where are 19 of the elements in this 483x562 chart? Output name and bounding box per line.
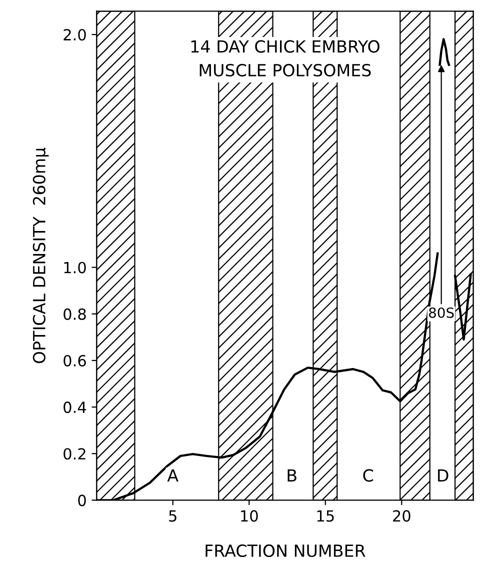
annotation: C <box>363 469 374 482</box>
annotation: 80S <box>429 307 454 318</box>
text: 14 DAY CHICK EMBRYO MUSCLE POLYSOMES <box>191 40 380 76</box>
y-tick-label: 1.0 <box>64 262 86 274</box>
annotation: B <box>288 469 296 482</box>
x-axis-title: FRACTION NUMBER <box>206 544 366 558</box>
annotation: D <box>438 469 448 482</box>
y-tick-label: 0.4 <box>64 402 86 414</box>
annotation: A <box>167 469 178 482</box>
y-tick-label: 2.0 <box>64 28 86 41</box>
x-tick-label: 15 <box>317 510 334 522</box>
x-tick-label: 10 <box>241 510 258 522</box>
y-axis-title: OPTICAL DENSITY 260mμ <box>32 148 49 364</box>
y-tick-label: 0.6 <box>64 354 86 367</box>
x-tick-label: 20 <box>393 510 410 522</box>
y-tick-label: 0 <box>78 494 86 506</box>
y-tick-label: 0.8 <box>64 308 86 320</box>
x-tick-label: 5 <box>169 510 176 522</box>
y-tick-label: 0.2 <box>64 448 86 460</box>
